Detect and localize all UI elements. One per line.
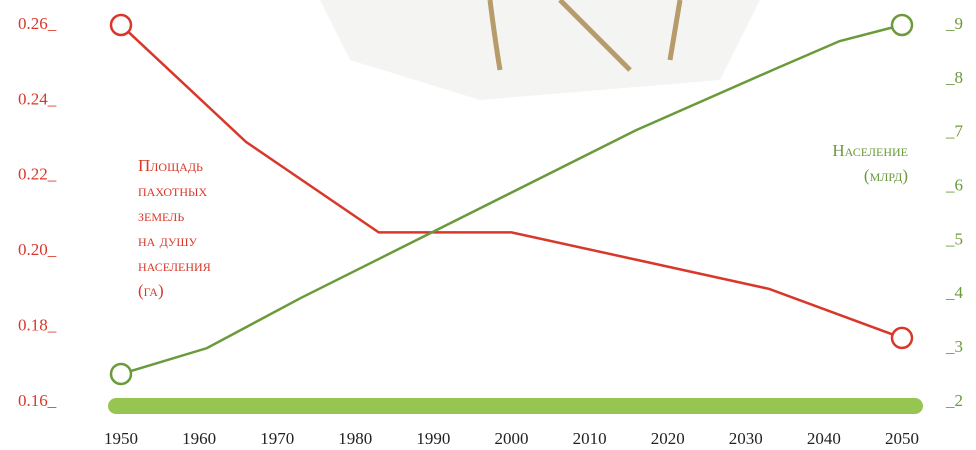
series-label: земель [138, 206, 184, 225]
series-label: населения [138, 256, 211, 275]
x-tick-label: 1990 [416, 429, 450, 448]
y2-tick-label: _6 [945, 175, 963, 194]
decor-photo [320, 0, 760, 100]
series-label: (млрд) [864, 166, 908, 185]
page: {"chart_data": {"type": "line", "xlim": … [0, 0, 976, 450]
y-tick-label: 0.18_ [18, 316, 57, 335]
x-tick-label: 2030 [729, 429, 763, 448]
x-tick-label: 2020 [651, 429, 685, 448]
y-tick-label: 0.24_ [18, 89, 57, 108]
series-label: на душу [138, 231, 198, 250]
x-tick-label: 2040 [807, 429, 841, 448]
y-tick-label: 0.22_ [18, 165, 57, 184]
end-marker [111, 364, 131, 384]
series-label: (га) [138, 281, 164, 300]
end-marker [892, 328, 912, 348]
y2-tick-label: _3 [945, 337, 963, 356]
x-tick-label: 2050 [885, 429, 919, 448]
series-label: Площадь [138, 156, 203, 175]
series-label: пахотных [138, 181, 208, 200]
x-tick-label: 1960 [182, 429, 216, 448]
end-marker [892, 15, 912, 35]
y2-tick-label: _8 [945, 68, 963, 87]
x-tick-label: 1950 [104, 429, 138, 448]
end-marker [111, 15, 131, 35]
x-tick-label: 2000 [495, 429, 529, 448]
y-tick-label: 0.26_ [18, 14, 57, 33]
chart: 0.16_ 0.18_ 0.20_ 0.22_ 0.24_ 0.26_ _2 _3 _4 _5 _6… [0, 0, 976, 450]
x-tick-label: 1970 [260, 429, 294, 448]
y-tick-label: 0.16_ [18, 391, 57, 410]
series-label: Население [832, 141, 908, 160]
x-tick-label: 2010 [573, 429, 607, 448]
y-tick-label: 0.20_ [18, 240, 57, 259]
y2-tick-label: _5 [945, 229, 963, 248]
y2-tick-label: _2 [945, 391, 963, 410]
x-tick-label: 1980 [338, 429, 372, 448]
y2-tick-label: _4 [945, 283, 964, 302]
y2-tick-label: _7 [945, 122, 964, 141]
y2-tick-label: _9 [945, 14, 963, 33]
decor-band [108, 398, 923, 414]
